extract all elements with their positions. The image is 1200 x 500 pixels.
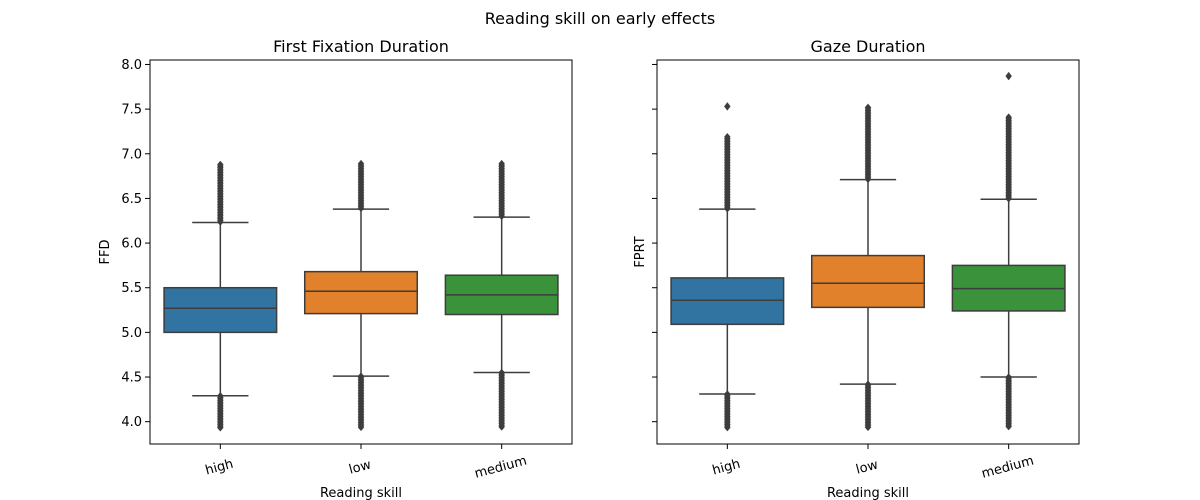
- box-body: [163, 286, 278, 334]
- subplot-title: First Fixation Duration: [273, 37, 449, 56]
- y-tick-label: 6.5: [121, 192, 142, 207]
- box-medium: [951, 71, 1066, 431]
- x-tick-label: medium: [980, 453, 1035, 481]
- subplot-ffd: First Fixation Duration 4.0 4.5 5.0 5.5 6.0 6…: [98, 37, 573, 500]
- box-body: [810, 254, 926, 309]
- outlier-point: [724, 423, 731, 432]
- x-tick-label: high: [711, 457, 742, 479]
- x-tick-label: high: [204, 457, 235, 479]
- outlier-point: [217, 423, 224, 432]
- y-tick-label: 8.0: [121, 58, 142, 73]
- x-tick-label: low: [347, 457, 373, 477]
- figure-suptitle: Reading skill on early effects: [485, 9, 715, 28]
- outlier-point: [864, 423, 872, 432]
- outlier-point: [357, 423, 365, 432]
- y-tick-label: 4.0: [121, 415, 142, 430]
- box-body: [670, 277, 785, 326]
- outlier-point: [1005, 422, 1012, 431]
- subplot-title: Gaze Duration: [810, 37, 925, 56]
- x-tick-label: medium: [473, 453, 528, 481]
- y-tick-label: 6.0: [121, 237, 142, 252]
- outlier-point: [498, 423, 505, 431]
- y-tick-label: 5.0: [121, 326, 142, 341]
- box-high: [163, 160, 278, 432]
- box-body: [303, 270, 419, 315]
- outlier-point: [1005, 71, 1012, 81]
- x-axis-label: Reading skill: [320, 486, 402, 500]
- box-low: [303, 159, 419, 432]
- box-low: [810, 103, 926, 432]
- subplot-gaze: Gaze Duration high low medium FPRT Reading…: [633, 37, 1080, 500]
- outlier-point: [724, 102, 731, 111]
- y-axis-label: FPRT: [633, 236, 648, 267]
- x-tick-label: low: [854, 457, 880, 477]
- y-tick-label: 4.5: [121, 371, 142, 386]
- box-high: [670, 102, 785, 432]
- x-axis-label: Reading skill: [827, 486, 909, 500]
- y-axis-label: FFD: [98, 240, 113, 265]
- box-medium: [444, 159, 559, 431]
- y-tick-label: 7.5: [121, 103, 142, 118]
- y-tick-label: 7.0: [121, 147, 142, 162]
- y-tick-label: 5.5: [121, 281, 142, 296]
